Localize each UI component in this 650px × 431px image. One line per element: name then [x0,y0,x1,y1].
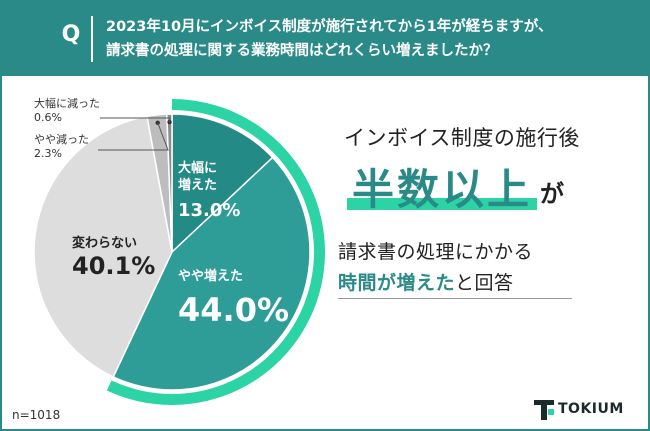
leader-dot-4 [167,119,172,125]
description-highlight: 時間が増えた [338,272,456,294]
description-underline [338,298,572,299]
question-label: Q [61,22,81,47]
question-line-2: 請求書の処理に関する業務時間はどれくらい増えましたか？ [106,43,498,59]
slice-label-3: やや減った [34,132,89,146]
tokium-logo: TOKIUM [534,398,644,422]
sample-size: n=1018 [12,408,61,422]
leader-line-4 [100,117,171,123]
description-rest: と回答 [455,272,514,294]
description-line-1: 請求書の処理にかかる [338,241,534,263]
slice-value-3: 2.3% [34,147,62,160]
question-line-1: 2023年10月にインボイス制度が施行されてから1年が経ちますが、 [106,19,553,35]
slice-label-2: 変わらない [72,235,137,251]
question-text: 2023年10月にインボイス制度が施行されてから1年が経ちますが、 請求書の処理… [106,15,636,63]
leader-line-3 [98,122,169,151]
slice-label-0: 大幅に [178,160,217,176]
slice-value-0: 13.0% [178,200,240,221]
description-line-2: 時間が増えたと回答 [338,268,638,295]
headline-big-suffix: が [540,180,564,208]
headline-big: 半数以上 [352,165,533,214]
slice-label-4: 大幅に減った [34,96,100,110]
slice-label-0: 増えた [178,177,217,193]
headline-big-wrap: 半数以上 が [344,152,644,222]
pie-slice-1 [112,156,311,391]
slice-value-1: 44.0% [178,291,289,329]
slice-value-2: 40.1% [72,252,155,280]
pie-slice-4 [166,113,173,253]
tokium-logo-text: TOKIUM [558,401,624,417]
header-divider [91,16,93,62]
tokium-logo-icon [534,400,554,420]
highlight-underline [347,198,537,210]
pie-slice-0 [171,113,274,254]
slice-value-4: 0.6% [34,111,62,124]
question-header: Q 2023年10月にインボイス制度が施行されてから1年が経ちますが、 請求書の… [2,2,648,76]
headline-line-1: インボイス制度の施行後 [344,126,580,150]
slice-label-1: やや増えた [178,268,243,284]
pie-slice-2 [33,115,173,378]
